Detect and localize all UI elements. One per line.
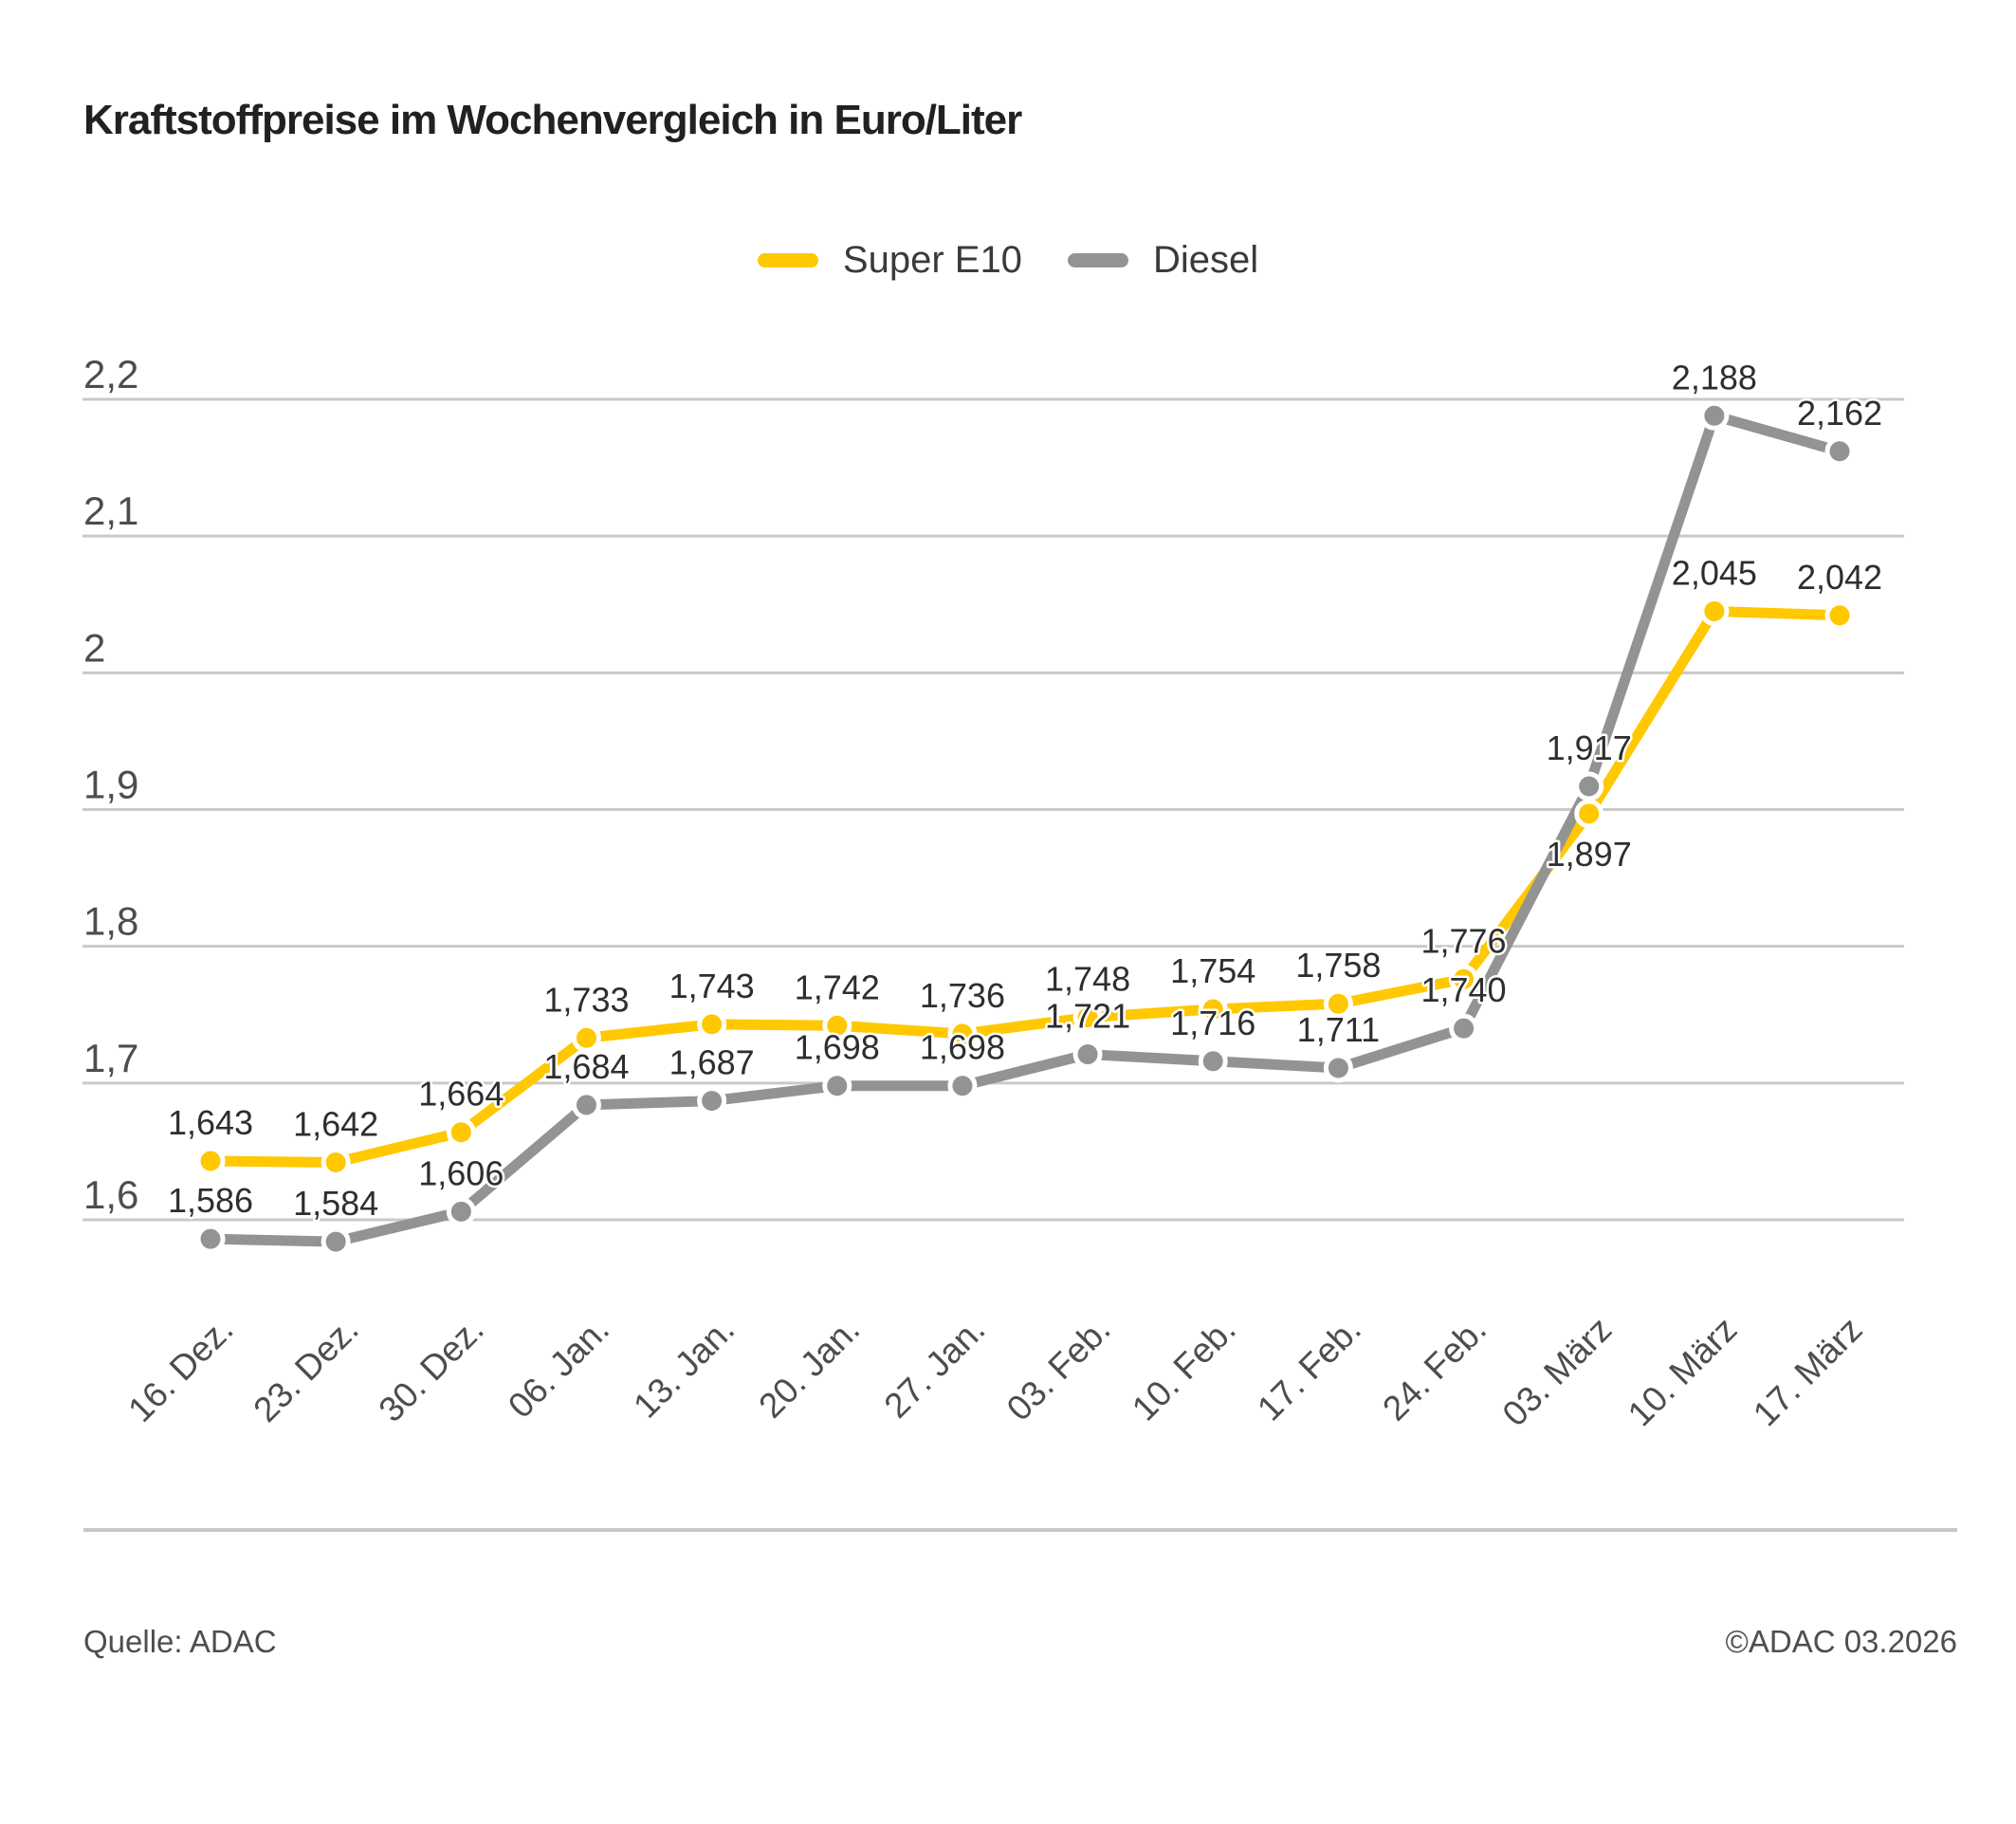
- data-label-super-e10: 1,776: [1420, 921, 1506, 960]
- data-label-diesel: 1,698: [920, 1028, 1005, 1067]
- data-point-super-e10: [1574, 799, 1604, 829]
- x-axis-tick-label: 17. Feb.: [1250, 1310, 1368, 1428]
- data-point-diesel: [1574, 771, 1604, 801]
- data-point-super-e10: [1323, 988, 1353, 1019]
- y-axis-tick-label: 1,8: [83, 899, 138, 944]
- data-label-diesel: 1,740: [1420, 970, 1506, 1009]
- x-axis-tick-label: 10. Feb.: [1125, 1310, 1243, 1428]
- legend-label-super-e10: Super E10: [842, 239, 1022, 281]
- data-point-diesel: [822, 1071, 852, 1101]
- x-axis-tick-label: 13. Jan.: [626, 1310, 742, 1426]
- data-point-diesel: [1323, 1053, 1353, 1083]
- x-axis-tick-label: 30. Dez.: [372, 1310, 491, 1429]
- legend-swatch-diesel-icon: [1067, 253, 1128, 267]
- data-label-diesel: 1,687: [669, 1043, 755, 1082]
- data-point-diesel: [697, 1086, 727, 1116]
- x-axis-tick-label: 06. Jan.: [501, 1310, 616, 1426]
- y-axis-tick-label: 2: [83, 625, 105, 670]
- y-axis-tick-label: 1,9: [83, 763, 138, 807]
- data-point-diesel: [446, 1196, 476, 1226]
- data-label-diesel: 1,684: [543, 1047, 629, 1086]
- data-label-super-e10: 1,743: [669, 967, 755, 1005]
- data-label-diesel: 1,586: [168, 1181, 253, 1220]
- x-axis-tick-label: 10. März: [1621, 1310, 1745, 1434]
- chart-title: Kraftstoffpreise im Wochenvergleich in E…: [83, 97, 1022, 143]
- data-point-diesel: [1824, 436, 1855, 467]
- data-label-super-e10: 1,742: [795, 967, 880, 1006]
- source-note: Quelle: ADAC: [83, 1624, 277, 1659]
- x-axis-tick-label: 20. Jan.: [751, 1310, 867, 1426]
- data-point-diesel: [1072, 1040, 1103, 1070]
- legend-swatch-super-e10-icon: [757, 253, 818, 267]
- data-label-super-e10: 1,897: [1547, 835, 1632, 874]
- data-point-super-e10: [195, 1146, 226, 1176]
- data-point-diesel: [195, 1224, 226, 1254]
- data-point-diesel: [1198, 1046, 1228, 1077]
- data-point-super-e10: [947, 1019, 978, 1049]
- data-point-diesel: [571, 1090, 601, 1120]
- data-point-diesel: [1449, 1013, 1479, 1043]
- data-point-super-e10: [321, 1147, 351, 1177]
- data-label-diesel: 1,606: [418, 1153, 504, 1192]
- data-label-super-e10: 1,643: [168, 1103, 253, 1142]
- series-line-diesel: [205, 410, 1845, 1247]
- data-label-super-e10: 1,758: [1295, 946, 1381, 985]
- x-axis-tick-label: 17. März: [1746, 1310, 1870, 1434]
- data-label-super-e10: 1,733: [543, 980, 629, 1019]
- data-label-diesel: 1,716: [1170, 1004, 1255, 1042]
- data-point-super-e10: [571, 1023, 601, 1053]
- data-point-super-e10: [697, 1009, 727, 1040]
- data-point-super-e10: [822, 1010, 852, 1041]
- data-point-diesel: [1699, 400, 1730, 431]
- x-axis-tick-label: 24. Feb.: [1375, 1310, 1494, 1428]
- data-label-diesel: 1,711: [1297, 1010, 1380, 1049]
- data-label-diesel: 1,698: [795, 1028, 880, 1067]
- data-label-diesel: 2,188: [1672, 358, 1757, 396]
- data-point-super-e10: [1449, 964, 1479, 994]
- data-label-super-e10: 1,642: [293, 1104, 378, 1143]
- data-label-diesel: 1,917: [1547, 728, 1632, 767]
- x-axis-tick-label: 23. Dez.: [246, 1310, 365, 1429]
- data-point-super-e10: [1198, 994, 1228, 1024]
- series-line-super-e10: [205, 605, 1845, 1168]
- data-point-super-e10: [1699, 596, 1730, 626]
- data-label-super-e10: 1,736: [920, 976, 1005, 1015]
- data-label-diesel: 2,162: [1797, 394, 1882, 433]
- data-label-super-e10: 1,748: [1045, 960, 1130, 999]
- legend-label-diesel: Diesel: [1152, 239, 1259, 281]
- legend-item-super-e10: Super E10: [757, 239, 1022, 282]
- data-label-super-e10: 1,754: [1170, 951, 1255, 990]
- data-label-super-e10: 1,664: [418, 1075, 504, 1114]
- copyright-note: ©ADAC 03.2026: [1725, 1624, 1957, 1659]
- data-point-diesel: [321, 1226, 351, 1257]
- y-axis-tick-label: 2,1: [83, 488, 138, 533]
- data-point-diesel: [947, 1071, 978, 1101]
- data-point-super-e10: [1824, 600, 1855, 631]
- x-axis-tick-label: 27. Jan.: [876, 1310, 992, 1426]
- data-label-super-e10: 2,042: [1797, 558, 1882, 597]
- y-axis-tick-label: 2,2: [83, 352, 138, 396]
- data-label-super-e10: 2,045: [1672, 553, 1757, 592]
- data-label-diesel: 1,721: [1045, 997, 1130, 1036]
- x-axis-tick-label: 03. Feb.: [999, 1310, 1118, 1428]
- data-label-diesel: 1,584: [293, 1184, 378, 1223]
- x-axis-tick-label: 16. Dez.: [120, 1310, 240, 1429]
- data-point-super-e10: [446, 1117, 476, 1148]
- footer-divider: [83, 1528, 1957, 1532]
- x-axis-tick-label: 03. März: [1495, 1310, 1620, 1434]
- legend-item-diesel: Diesel: [1067, 239, 1259, 282]
- data-point-super-e10: [1072, 1003, 1103, 1033]
- legend: Super E10 Diesel: [0, 239, 2016, 282]
- y-axis-tick-label: 1,6: [83, 1172, 138, 1217]
- y-axis-tick-label: 1,7: [83, 1036, 138, 1080]
